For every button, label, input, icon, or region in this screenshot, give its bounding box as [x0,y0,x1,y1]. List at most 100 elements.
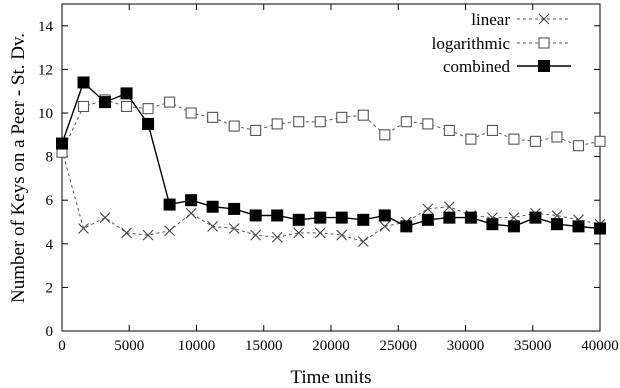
data-point-logarithmic [293,116,305,128]
data-point-logarithmic [465,133,477,145]
marker-stroke [336,229,348,241]
data-point-linear [121,227,132,239]
data-point-linear [293,227,305,239]
data-point-combined [400,220,413,233]
marker-stroke [422,203,434,215]
data-point-logarithmic [185,107,197,119]
data-point-logarithmic [271,118,283,130]
data-point-combined [572,220,585,233]
data-point-linear [207,220,219,232]
data-point-combined [228,202,241,215]
marker-stroke [538,13,550,25]
y-tick-label: 4 [46,237,54,253]
data-point-linear [250,229,262,241]
data-point-combined [142,117,155,130]
data-point-combined [529,211,542,224]
data-point-logarithmic [77,100,90,113]
data-point-combined [421,213,434,226]
x-axis-label: Time units [290,367,371,388]
legend-label-combined: combined [443,57,511,76]
legend-marker-logarithmic [538,37,550,49]
x-tick-label: 30000 [447,338,485,354]
marker-stroke [379,220,391,232]
series-combined [56,76,606,235]
marker-stroke [250,229,262,241]
data-point-combined [206,200,219,213]
data-point-linear [99,212,111,224]
legend-label-logarithmic: logarithmic [432,34,511,53]
data-point-combined [357,213,370,226]
data-point-logarithmic [529,135,541,147]
data-point-combined [99,96,112,109]
marker-stroke [314,227,326,239]
x-axis-ticks: 0 5000 10000 15000 20000 25000 30000 35000 40000 [58,4,619,354]
data-point-combined [249,209,262,222]
y-axis-label: Number of Keys on a Peer - St. Dv. [8,33,29,303]
x-tick-label: 15000 [245,338,283,354]
data-point-logarithmic [228,120,240,132]
data-point-logarithmic [572,140,585,152]
x-tick-label: 40000 [581,338,619,354]
data-point-logarithmic [207,111,219,123]
data-point-logarithmic [486,124,498,136]
legend-marker-combined [538,60,550,72]
marker-stroke [228,223,240,234]
data-point-logarithmic [250,124,262,136]
data-point-combined [185,194,198,207]
series-layer [56,76,606,248]
x-tick-label: 0 [58,338,66,354]
y-tick-label: 0 [46,324,54,340]
data-point-linear [422,203,434,215]
data-point-linear [271,231,283,243]
y-tick-label: 8 [46,150,54,166]
data-point-logarithmic [508,133,520,145]
data-point-linear [164,225,175,237]
marker-stroke [99,212,111,224]
x-tick-label: 5000 [114,338,144,354]
data-point-logarithmic [422,118,434,130]
data-point-linear [185,207,197,219]
data-point-linear [142,229,154,241]
data-point-logarithmic [142,103,154,115]
data-point-logarithmic [551,131,563,143]
data-point-linear [228,223,240,234]
y-tick-label: 10 [38,106,53,122]
data-point-logarithmic [121,100,133,113]
data-point-combined [443,211,456,224]
data-point-linear [314,227,326,239]
series-linear [56,144,606,248]
x-tick-label: 35000 [514,338,552,354]
data-point-linear [357,236,369,248]
x-tick-label: 20000 [312,338,350,354]
legend-label-linear: linear [471,10,510,29]
series-line-linear [61,149,601,243]
data-point-linear [336,229,348,241]
marker-stroke [164,225,175,237]
legend: linear logarithmic combined [432,10,571,76]
data-point-logarithmic [164,96,176,108]
x-tick-label: 10000 [178,338,216,354]
marker-stroke [185,207,197,219]
data-point-logarithmic [594,135,606,147]
data-point-combined [335,211,348,224]
marker-stroke [121,227,132,239]
data-point-linear [443,201,455,213]
data-point-combined [486,218,499,231]
data-point-logarithmic [379,129,391,141]
data-point-combined [464,211,477,224]
data-point-combined [314,211,327,224]
series-logarithmic [56,94,606,158]
y-tick-label: 14 [38,19,54,35]
y-tick-label: 12 [38,62,53,78]
data-point-combined [56,137,68,150]
data-point-combined [77,76,90,89]
marker-stroke [142,229,154,241]
marker-stroke [443,201,455,213]
data-point-combined [507,220,520,233]
data-point-combined [292,213,305,226]
data-point-combined [594,222,606,235]
marker-stroke [293,227,305,239]
marker-stroke [357,236,369,248]
marker-stroke [207,220,219,232]
